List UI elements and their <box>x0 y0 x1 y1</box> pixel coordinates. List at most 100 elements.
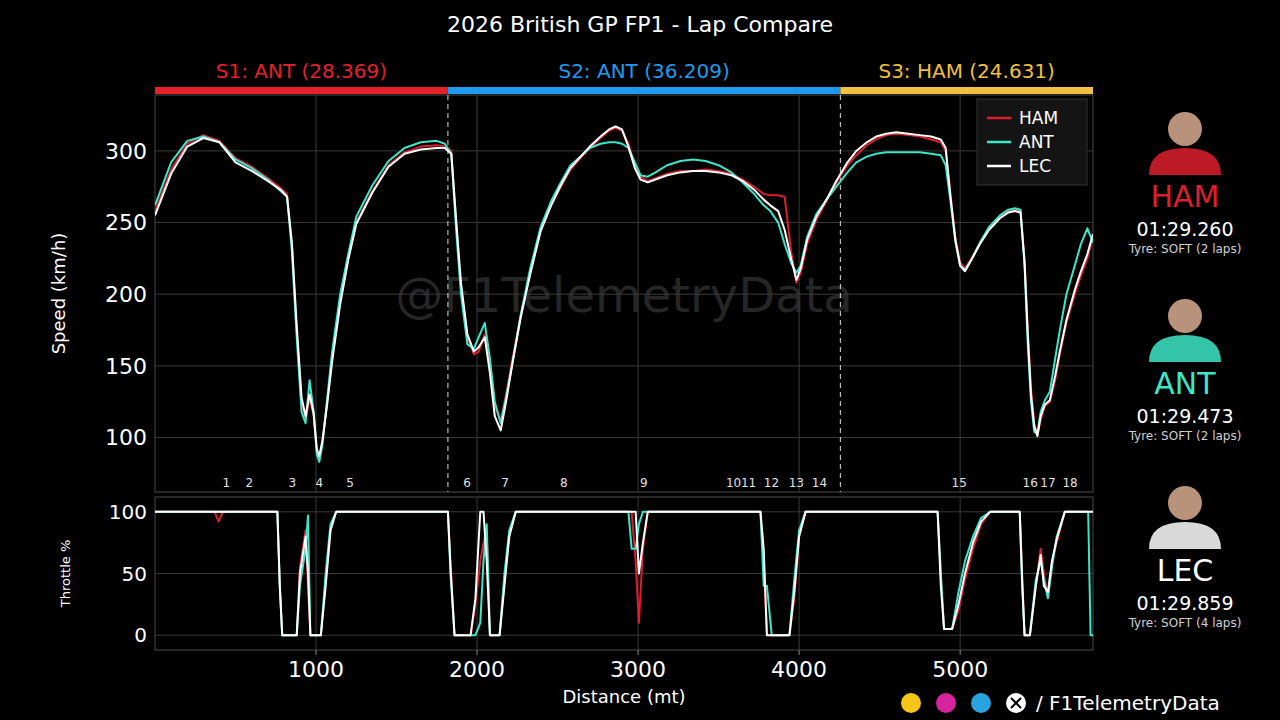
corner-label: 2 <box>245 476 253 490</box>
corner-label: 18 <box>1062 476 1077 490</box>
legend-label: LEC <box>1019 156 1051 176</box>
corner-label: 1 <box>223 476 231 490</box>
driver-tyre: Tyre: SOFT (2 laps) <box>1128 242 1242 256</box>
footer: / F1TelemetryData <box>901 691 1220 715</box>
y-tick-label: 150 <box>105 354 147 379</box>
grid-line-x <box>316 497 317 650</box>
driver-avatar-body <box>1149 522 1221 549</box>
y-tick-label: 0 <box>134 623 147 647</box>
driver-avatar-head <box>1168 112 1202 146</box>
grid-line-x <box>799 497 800 650</box>
y-tick-label: 200 <box>105 282 147 307</box>
driver-lap-time: 01:29.473 <box>1136 405 1233 427</box>
driver-name: ANT <box>1154 366 1216 401</box>
series-line <box>155 512 1093 635</box>
corner-label: 17 <box>1040 476 1055 490</box>
legend: HAM ANT LEC <box>977 99 1087 185</box>
driver-avatar-head <box>1168 299 1202 333</box>
plot-frame <box>155 95 1093 492</box>
grid-line-x <box>960 95 961 492</box>
driver-name: HAM <box>1151 179 1220 214</box>
x-tick <box>799 650 800 655</box>
sector-divider <box>840 95 841 492</box>
grid-line-x <box>960 497 961 650</box>
driver-tyre: Tyre: SOFT (4 laps) <box>1128 616 1242 630</box>
driver-tyre: Tyre: SOFT (2 laps) <box>1128 429 1242 443</box>
social-icon <box>1006 693 1026 713</box>
y-tick-label: 300 <box>105 139 147 164</box>
corner-label: 16 <box>1023 476 1038 490</box>
x-tick <box>638 650 639 655</box>
x-tick <box>316 650 317 655</box>
grid-line-x <box>477 95 478 492</box>
legend-label: ANT <box>1019 132 1054 152</box>
y-tick-label: 250 <box>105 210 147 235</box>
lines <box>155 512 1093 635</box>
sector-bar <box>840 87 1093 94</box>
corner-label: 12 <box>764 476 779 490</box>
legend-swatch <box>987 117 1011 120</box>
y-axis-title: Throttle % <box>58 540 73 608</box>
sector-label: S1: ANT (28.369) <box>216 59 387 83</box>
x-axis-title: Distance (mt) <box>562 686 685 707</box>
grid-line-x <box>638 95 639 492</box>
driver-card: LEC 01:29.859 Tyre: SOFT (4 laps) <box>1128 486 1242 630</box>
social-icon <box>901 693 921 713</box>
grid-line-y <box>155 365 1093 366</box>
sector-label: S2: ANT (36.209) <box>558 59 729 83</box>
y-tick-label: 50 <box>122 562 147 586</box>
legend-swatch <box>987 141 1011 144</box>
corner-label: 14 <box>812 476 827 490</box>
x-tick <box>477 650 478 655</box>
driver-name: LEC <box>1157 553 1214 588</box>
social-icon <box>936 693 956 713</box>
series-line <box>155 512 1093 635</box>
x-tick <box>960 650 961 655</box>
corner-label: 6 <box>463 476 471 490</box>
sector-bar <box>448 87 840 94</box>
y-tick-label: 100 <box>105 425 147 450</box>
y-tick-label: 100 <box>109 500 147 524</box>
panel-1: 0 50 100 1000 2000 3000 4000 5000 Throttle % Dist… <box>58 497 1094 707</box>
lines <box>155 127 1093 462</box>
corner-label: 10 <box>726 476 741 490</box>
driver-avatar-body <box>1149 148 1221 175</box>
panel-0: @F1TelemetryData100150200250300Speed (km… <box>48 12 1241 715</box>
x-tick-label: 5000 <box>932 657 988 682</box>
sector-bar <box>155 87 448 94</box>
x-tick-label: 4000 <box>771 657 827 682</box>
corner-label: 7 <box>501 476 509 490</box>
corner-label: 5 <box>346 476 354 490</box>
series-line <box>155 512 1093 635</box>
corner-label: 15 <box>952 476 967 490</box>
plot-frame <box>155 497 1093 650</box>
legend-box <box>977 99 1087 185</box>
corner-label: 3 <box>288 476 296 490</box>
driver-avatar-head <box>1168 486 1202 520</box>
grid-line-x <box>799 95 800 492</box>
corner-label: 13 <box>789 476 804 490</box>
driver-card: HAM 01:29.260 Tyre: SOFT (2 laps) <box>1128 112 1242 256</box>
y-axis-title: Speed (km/h) <box>48 233 69 355</box>
chart-root: @F1TelemetryData100150200250300Speed (km… <box>0 0 1280 720</box>
corner-label: 8 <box>560 476 568 490</box>
social-icon <box>971 693 991 713</box>
social-icon-mark <box>1011 698 1021 708</box>
sector-label: S3: HAM (24.631) <box>878 59 1054 83</box>
legend-label: HAM <box>1019 108 1058 128</box>
corner-label: 4 <box>315 476 323 490</box>
series-line <box>155 127 1093 457</box>
grid-line-y <box>155 573 1093 574</box>
grid-line-y <box>155 150 1093 151</box>
x-tick-label: 1000 <box>288 657 344 682</box>
corner-label: 9 <box>640 476 648 490</box>
corner-label: 11 <box>741 476 756 490</box>
sector-divider <box>447 95 448 492</box>
driver-lap-time: 01:29.859 <box>1136 592 1233 614</box>
driver-lap-time: 01:29.260 <box>1136 218 1233 240</box>
legend-swatch <box>987 165 1011 168</box>
x-tick-label: 3000 <box>610 657 666 682</box>
x-tick-label: 2000 <box>449 657 505 682</box>
grid-line-y <box>155 437 1093 438</box>
driver-card: ANT 01:29.473 Tyre: SOFT (2 laps) <box>1128 299 1242 443</box>
